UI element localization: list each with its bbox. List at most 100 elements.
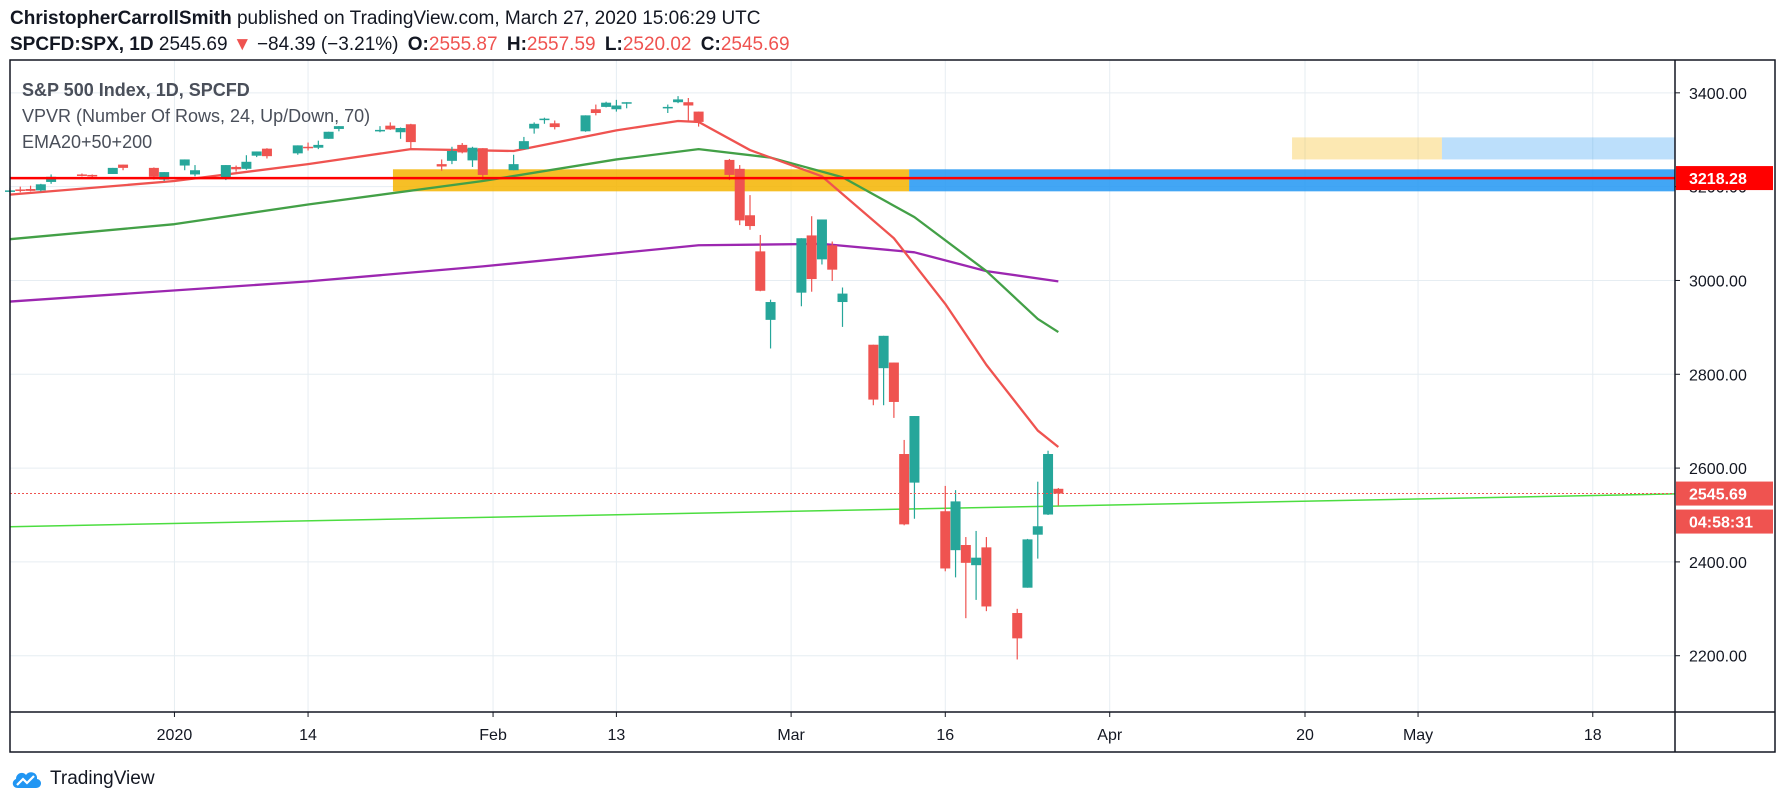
- candle: [806, 216, 817, 292]
- time-tick-label: Feb: [479, 727, 507, 744]
- candle: [76, 173, 87, 177]
- candle: [816, 219, 827, 265]
- candle: [405, 123, 416, 149]
- candle-body: [909, 416, 920, 483]
- resistance-price-tag-bg: [1676, 166, 1773, 191]
- candle: [292, 145, 303, 155]
- last-price-tag-bg: [1676, 481, 1773, 506]
- candle-body: [601, 102, 612, 107]
- candle: [477, 148, 488, 181]
- candle: [1032, 481, 1043, 559]
- candle: [580, 115, 591, 132]
- candle: [899, 439, 910, 526]
- candle-body: [446, 150, 457, 161]
- candle-body: [118, 164, 129, 168]
- candle-body: [35, 184, 46, 191]
- candle: [837, 287, 848, 327]
- bar-countdown-tag: 04:58:31: [1676, 509, 1773, 534]
- candle: [457, 143, 468, 154]
- last-price-tag: 2545.69: [1676, 481, 1773, 506]
- candle-body: [241, 161, 252, 169]
- candle-body: [261, 148, 272, 157]
- tradingview-brand[interactable]: TradingView: [10, 768, 155, 790]
- price-tick-label: 3000.00: [1689, 273, 1747, 290]
- candle-body: [816, 219, 827, 260]
- vpvr-down-bar: [392, 169, 910, 192]
- published-info: published on TradingView.com, March 27, …: [236, 8, 761, 29]
- candle: [508, 154, 519, 171]
- candle: [303, 142, 314, 151]
- candle: [611, 99, 622, 112]
- candle: [179, 159, 190, 171]
- candle-body: [837, 293, 848, 303]
- trend-line: [9, 493, 1676, 528]
- candle: [745, 195, 755, 230]
- candles: [5, 96, 1064, 660]
- candle-body: [46, 176, 57, 182]
- candle-body: [549, 123, 560, 128]
- candle: [241, 155, 252, 170]
- candle-body: [1032, 526, 1043, 535]
- candle-body: [611, 105, 622, 110]
- candle: [693, 111, 704, 127]
- low-value: 2520.02: [622, 34, 692, 55]
- price-tick-label: 3400.00: [1689, 86, 1747, 103]
- close-label: C:: [700, 34, 721, 55]
- candle: [518, 136, 529, 150]
- candle-body: [333, 126, 344, 129]
- candle: [231, 165, 242, 172]
- candle-body: [313, 144, 324, 148]
- last-price-tag-text: 2545.69: [1689, 487, 1747, 504]
- candle-body: [395, 128, 406, 133]
- candle-body: [971, 557, 982, 566]
- chart-title: S&P 500 Index, 1D, SPCFD: [22, 80, 250, 100]
- candle: [118, 164, 129, 171]
- candle-body: [15, 189, 26, 191]
- candle: [960, 537, 971, 619]
- candle-body: [899, 454, 910, 525]
- time-tick-label: May: [1403, 727, 1433, 744]
- candle-body: [1012, 613, 1023, 639]
- brand-label: TradingView: [50, 768, 155, 789]
- candle-body: [159, 172, 170, 180]
- candle-body: [1053, 488, 1064, 494]
- candle: [950, 490, 961, 578]
- candle-body: [179, 159, 190, 166]
- candle-body: [508, 164, 519, 171]
- bar-countdown-tag-text: 04:58:31: [1689, 515, 1753, 532]
- vpvr-up-bar: [909, 169, 1675, 192]
- candle: [909, 416, 920, 519]
- vpvr-up-bar: [1441, 137, 1675, 160]
- candle: [549, 120, 560, 130]
- candle: [981, 537, 992, 612]
- candle-body: [755, 251, 766, 291]
- candle-body: [539, 118, 550, 121]
- candle: [868, 344, 879, 406]
- time-tick-label: 18: [1584, 727, 1602, 744]
- candle: [385, 122, 396, 130]
- candle: [467, 146, 478, 167]
- bar-countdown-tag-bg: [1676, 509, 1773, 534]
- price-change: −84.39 (−3.21%): [256, 34, 399, 55]
- candle-body: [960, 545, 971, 563]
- candle-body: [457, 144, 468, 153]
- candle-body: [529, 123, 540, 129]
- high-value: 2557.59: [526, 34, 596, 55]
- low-label: L:: [604, 34, 623, 55]
- candle-body: [323, 131, 334, 139]
- indicator-label: VPVR (Number Of Rows, 24, Up/Down, 70): [22, 106, 370, 126]
- candle-body: [590, 109, 601, 114]
- candle-body: [518, 141, 529, 150]
- candle-body: [1022, 539, 1033, 588]
- candle-body: [673, 99, 684, 103]
- candle-body: [827, 245, 838, 270]
- price-tick-label: 2400.00: [1689, 555, 1747, 572]
- candle: [673, 96, 684, 104]
- candle: [323, 131, 334, 139]
- candle-body: [981, 547, 992, 607]
- candle: [888, 362, 899, 418]
- candle: [1012, 608, 1023, 660]
- author-name[interactable]: ChristopherCarrollSmith: [10, 8, 232, 29]
- candle-body: [477, 148, 488, 175]
